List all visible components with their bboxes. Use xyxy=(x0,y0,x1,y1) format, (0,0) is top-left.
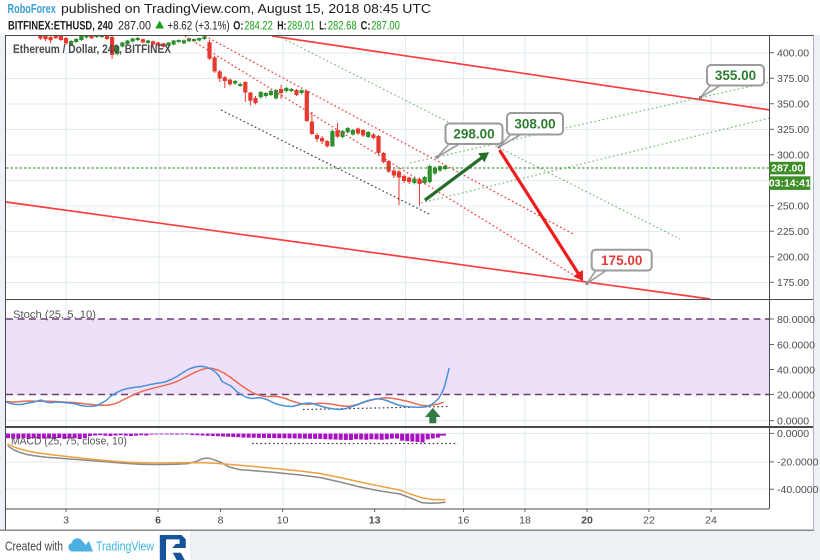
svg-text:289.01: 289.01 xyxy=(287,21,315,33)
svg-text:-20.0000: -20.0000 xyxy=(777,457,819,469)
svg-text:H:: H: xyxy=(277,21,286,33)
svg-text:284.22: 284.22 xyxy=(244,21,272,33)
svg-text:8: 8 xyxy=(218,515,224,527)
svg-text:10: 10 xyxy=(277,515,289,527)
svg-text:200.00: 200.00 xyxy=(777,252,809,264)
svg-text:16: 16 xyxy=(458,515,470,527)
svg-text:308.00: 308.00 xyxy=(514,117,555,132)
svg-text:BITFINEX:ETHUSD, 240: BITFINEX:ETHUSD, 240 xyxy=(8,21,113,33)
svg-text:300.00: 300.00 xyxy=(777,150,809,162)
svg-text:298.00: 298.00 xyxy=(453,127,494,142)
svg-text:287.00: 287.00 xyxy=(118,21,151,33)
svg-text:225.00: 225.00 xyxy=(777,226,809,238)
svg-text:375.00: 375.00 xyxy=(777,73,809,85)
svg-text:20: 20 xyxy=(581,515,593,527)
svg-text:40.0000: 40.0000 xyxy=(777,364,815,376)
svg-text:24: 24 xyxy=(705,515,717,527)
svg-text:Created with: Created with xyxy=(5,540,63,554)
svg-text:22: 22 xyxy=(643,515,655,527)
svg-text:-40.0000: -40.0000 xyxy=(777,484,819,496)
svg-text:282.68: 282.68 xyxy=(328,21,357,33)
svg-text:18: 18 xyxy=(519,515,531,527)
svg-text:TradingView: TradingView xyxy=(96,539,154,554)
svg-text:6: 6 xyxy=(155,515,161,527)
svg-text:Stoch (25, 5, 10): Stoch (25, 5, 10) xyxy=(13,309,96,321)
svg-text:350.00: 350.00 xyxy=(777,99,809,111)
svg-text:175.00: 175.00 xyxy=(777,277,809,289)
svg-text:published on TradingView.com,: published on TradingView.com, August 15,… xyxy=(61,2,431,16)
svg-text:Ethereum / Dollar, 240, BITFIN: Ethereum / Dollar, 240, BITFINEX xyxy=(13,44,171,56)
svg-text:0.0000: 0.0000 xyxy=(777,416,809,428)
svg-text:250.00: 250.00 xyxy=(777,201,809,213)
svg-text:13: 13 xyxy=(369,515,381,527)
svg-text:355.00: 355.00 xyxy=(715,68,756,83)
svg-text:175.00: 175.00 xyxy=(601,253,642,268)
svg-text:RoboForex: RoboForex xyxy=(8,2,56,16)
svg-text:+8.62 (+3.1%): +8.62 (+3.1%) xyxy=(167,21,229,33)
svg-text:3: 3 xyxy=(63,515,69,527)
svg-text:0.0000: 0.0000 xyxy=(777,428,809,440)
svg-text:287.00: 287.00 xyxy=(371,21,400,33)
svg-text:400.00: 400.00 xyxy=(777,48,809,60)
svg-text:80.0000: 80.0000 xyxy=(777,314,815,326)
svg-text:L:: L: xyxy=(319,21,326,33)
svg-text:O:: O: xyxy=(233,21,243,33)
svg-text:MACD (25, 75, close, 10): MACD (25, 75, close, 10) xyxy=(11,436,127,448)
svg-text:325.00: 325.00 xyxy=(777,124,809,136)
svg-text:60.0000: 60.0000 xyxy=(777,339,815,351)
svg-text:20.0000: 20.0000 xyxy=(777,389,815,401)
svg-text:C:: C: xyxy=(361,21,371,33)
svg-text:287.00: 287.00 xyxy=(771,163,803,175)
svg-text:03:14:41: 03:14:41 xyxy=(769,178,811,190)
